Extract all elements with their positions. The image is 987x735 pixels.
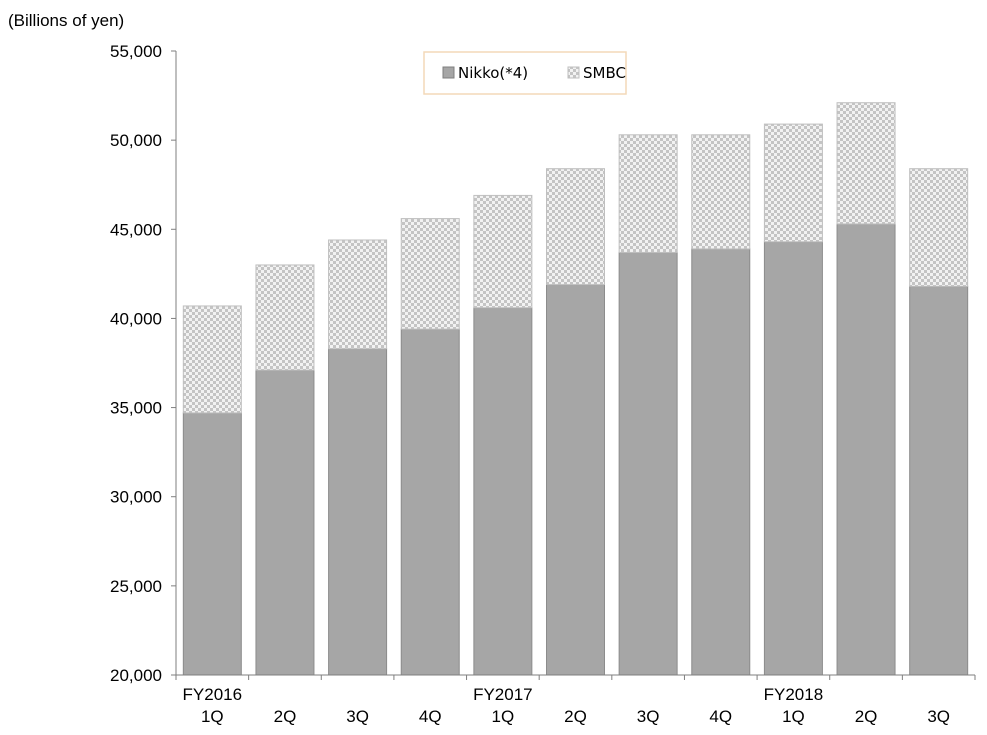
y-axis: 20,000 25,000 30,000 35,000 40,000 45,000 50,0… [110,42,177,685]
bar-nikko [255,369,315,676]
bar-nikko [546,284,605,676]
x-tick-quarter-label: 2Q [855,707,878,726]
bar-smbc [909,168,969,287]
legend-label-smbc: SMBC [583,64,626,82]
x-tick-quarter-label: 1Q [201,707,224,726]
bars [182,102,969,676]
x-tick-quarter-label: 2Q [274,707,297,726]
bar-smbc [763,123,823,243]
x-tick-quarter-label: 1Q [782,707,805,726]
bar-smbc [618,134,678,253]
bar-smbc [691,134,751,250]
x-tick-year-label: FY2017 [473,685,533,704]
legend-label-nikko: Nikko(*4) [458,64,528,82]
bar-smbc [400,218,460,330]
x-tick-quarter-label: 1Q [492,707,515,726]
x-tick-quarter-label: 4Q [419,707,442,726]
bar-nikko [618,251,678,676]
bar-nikko [400,328,460,676]
legend-swatch-smbc [567,66,580,79]
x-tick-year-label: FY2016 [183,685,243,704]
x-tick-year-label: FY2018 [764,685,824,704]
bar-smbc [182,305,242,414]
bar-nikko [182,412,242,676]
x-axis: FY2016 1Q 2Q 3Q 4Q FY2017 1Q 2Q 3Q 4Q FY2018 1Q 2Q 3Q [175,674,976,726]
x-tick-quarter-label: 4Q [709,707,732,726]
y-tick-label: 45,000 [110,220,162,239]
legend-swatch-nikko [442,66,455,79]
bar-smbc [546,168,605,286]
y-tick-label: 35,000 [110,399,162,418]
x-tick-quarter-label: 2Q [564,707,587,726]
bar-nikko [328,348,388,676]
unit-label: (Billions of yen) [8,11,124,30]
y-tick-label: 30,000 [110,488,162,507]
x-tick-quarter-label: 3Q [927,707,950,726]
legend: Nikko(*4) SMBC [423,51,627,95]
bar-smbc [255,264,315,371]
x-tick-quarter-label: 3Q [637,707,660,726]
bar-smbc [328,239,388,350]
x-tick-quarter-label: 3Q [346,707,369,726]
bar-smbc [473,194,533,309]
legend-box [423,51,627,95]
y-tick-label: 55,000 [110,42,162,61]
y-tick-label: 40,000 [110,309,162,328]
bar-smbc [836,102,896,225]
bar-nikko [836,223,896,676]
y-tick-label: 50,000 [110,131,162,150]
bar-nikko [691,248,751,676]
bar-nikko [763,241,823,676]
y-tick-label: 25,000 [110,577,162,596]
bar-nikko [473,307,533,676]
bar-nikko [909,285,969,676]
y-tick-label: 20,000 [110,666,162,685]
